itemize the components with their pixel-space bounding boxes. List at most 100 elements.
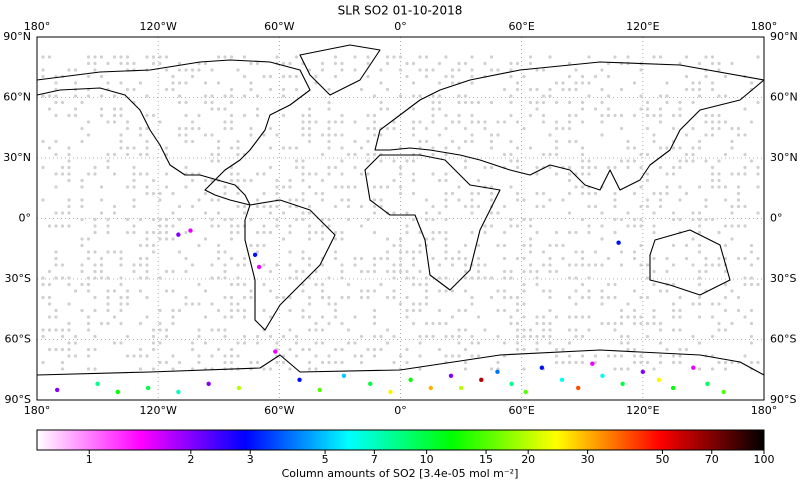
background-dot [697,61,702,66]
background-dot [431,152,435,157]
background-dot [385,55,390,59]
background-dot [145,55,149,59]
background-dot [632,250,637,254]
background-dot [359,269,364,274]
background-dot [424,276,429,280]
background-dot [223,328,227,332]
background-dot [242,263,247,267]
background-dot [307,276,312,280]
colorbar-tick-label: 2 [187,453,194,466]
background-dot [444,321,448,326]
background-dot [437,321,442,326]
background-dot [658,328,663,332]
background-dot [437,178,442,183]
background-dot [268,87,273,92]
background-dot [138,256,143,261]
background-dot [294,55,299,59]
background-dot [535,165,539,170]
background-dot [301,172,305,176]
background-dot [554,360,559,365]
x-tick-label: 120°W [139,20,176,33]
background-dot [93,165,97,170]
colorbar-tick-label: 7 [371,453,378,466]
background-dot [639,107,643,111]
background-dot [223,276,227,280]
background-dot [476,263,481,267]
background-dot [639,354,643,358]
background-dot [54,328,58,332]
background-dot [515,191,520,196]
background-dot [307,328,312,332]
background-dot [457,341,461,345]
background-dot [587,159,591,163]
background-dot [444,217,448,222]
background-dot [93,347,97,352]
background-dot [704,204,708,209]
background-dot [463,94,468,98]
background-dot [697,295,702,300]
background-dot [177,61,182,66]
background-dot [444,191,448,196]
background-dot [340,230,344,235]
background-dot [67,152,71,157]
background-dot [548,198,552,202]
background-dot [424,139,429,144]
background-dot [327,217,331,222]
y-tick-label: 60°N [770,91,798,104]
background-dot [346,152,351,157]
background-dot [327,354,331,358]
background-dot [431,107,435,111]
so2-point [408,377,413,383]
background-dot [437,81,442,85]
background-dot [119,81,123,85]
background-dot [411,191,416,196]
colorbar-tick-label: 1 [86,453,93,466]
background-dot [275,360,279,365]
background-dot [444,243,448,248]
background-dot [327,165,331,170]
background-dot [80,139,84,144]
background-dot [249,81,253,85]
background-dot [450,139,455,144]
background-dot [652,191,656,196]
background-dot [236,146,240,150]
background-dot [626,302,630,306]
background-dot [697,341,702,345]
background-dot [671,126,676,131]
background-dot [522,269,526,274]
background-dot [268,204,273,209]
background-dot [710,315,715,319]
background-dot [535,321,539,326]
background-dot [359,354,364,358]
background-dot [177,308,182,313]
background-dot [353,341,357,345]
background-dot [457,100,461,105]
background-dot [405,276,409,280]
background-dot [567,328,572,332]
background-dot [736,191,741,196]
background-dot [145,295,149,300]
background-dot [470,211,474,215]
background-dot [567,341,572,345]
background-dot [236,341,240,345]
background-dot [580,107,585,111]
background-dot [502,120,507,124]
background-dot [418,120,422,124]
greenland [299,44,381,96]
background-dot [704,198,708,202]
background-dot [223,263,227,267]
background-dot [47,282,52,287]
background-dot [67,224,71,228]
background-dot [736,295,741,300]
background-dot [93,61,97,66]
background-dot [418,269,422,274]
background-dot [678,165,682,170]
background-dot [463,360,468,365]
background-dot [203,341,208,345]
background-dot [197,360,201,365]
background-dot [99,263,104,267]
background-dot [535,107,539,111]
background-dot [697,211,702,215]
background-dot [346,185,351,189]
background-dot [327,100,331,105]
